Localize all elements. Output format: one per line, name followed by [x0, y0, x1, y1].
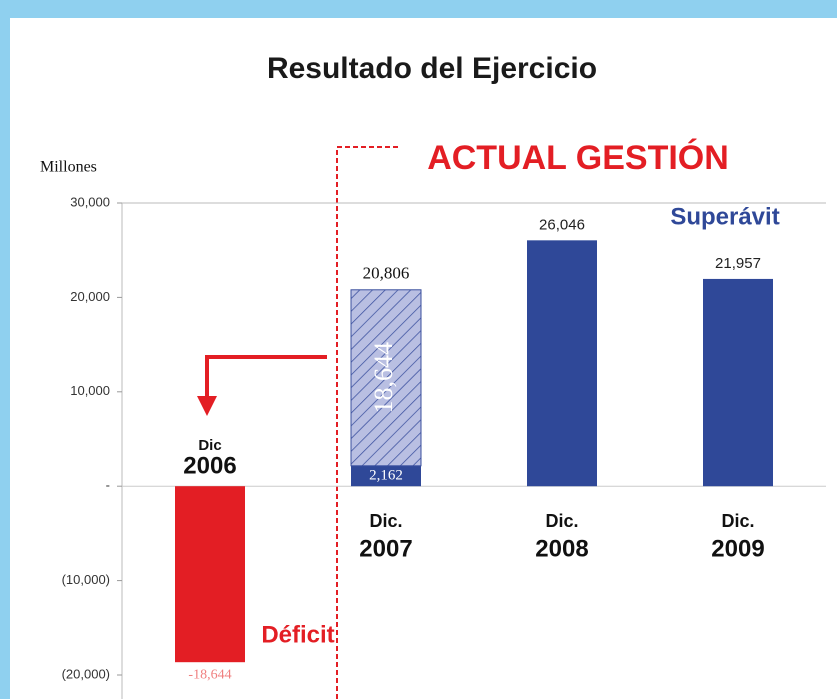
deficit-label: Déficit [261, 621, 334, 648]
y-tick-label: 20,000 [70, 289, 110, 304]
x-tick-month: Dic. [545, 511, 578, 531]
bar [527, 240, 597, 487]
value-label: 21,957 [715, 255, 761, 272]
value-label: 2,162 [369, 467, 403, 483]
bar [175, 486, 245, 663]
value-label: 18,644 [369, 342, 398, 414]
x-tick-month: Dic. [721, 511, 754, 531]
x-tick-label: 2007 [359, 536, 412, 563]
bar [351, 465, 421, 487]
panel [10, 18, 837, 699]
value-label: -18,644 [188, 667, 231, 682]
y-axis-label: Millones [40, 159, 97, 176]
x-tick-label: 2009 [711, 536, 764, 563]
y-tick-label: - [106, 478, 110, 493]
divider [336, 146, 400, 699]
x-tick-label: 2008 [535, 536, 588, 563]
x-tick-label: 2006 [183, 453, 236, 480]
y-tick-label: (10,000) [62, 572, 110, 587]
chart-title: Resultado del Ejercicio [267, 52, 597, 85]
y-tick-label: (20,000) [62, 666, 110, 681]
surplus-label: Superávit [670, 203, 779, 230]
x-tick-month: Dic. [369, 511, 402, 531]
arrow-head [197, 396, 217, 416]
y-tick-label: 10,000 [70, 383, 110, 398]
arrow [205, 355, 327, 400]
x-tick-month: Dic [198, 437, 221, 454]
stacked-bar [350, 289, 422, 467]
total-label: 20,806 [363, 264, 410, 283]
annotation: ACTUAL GESTIÓN [427, 139, 729, 177]
bar [703, 278, 773, 487]
value-label: 26,046 [539, 216, 585, 233]
y-tick-label: 30,000 [70, 194, 110, 209]
